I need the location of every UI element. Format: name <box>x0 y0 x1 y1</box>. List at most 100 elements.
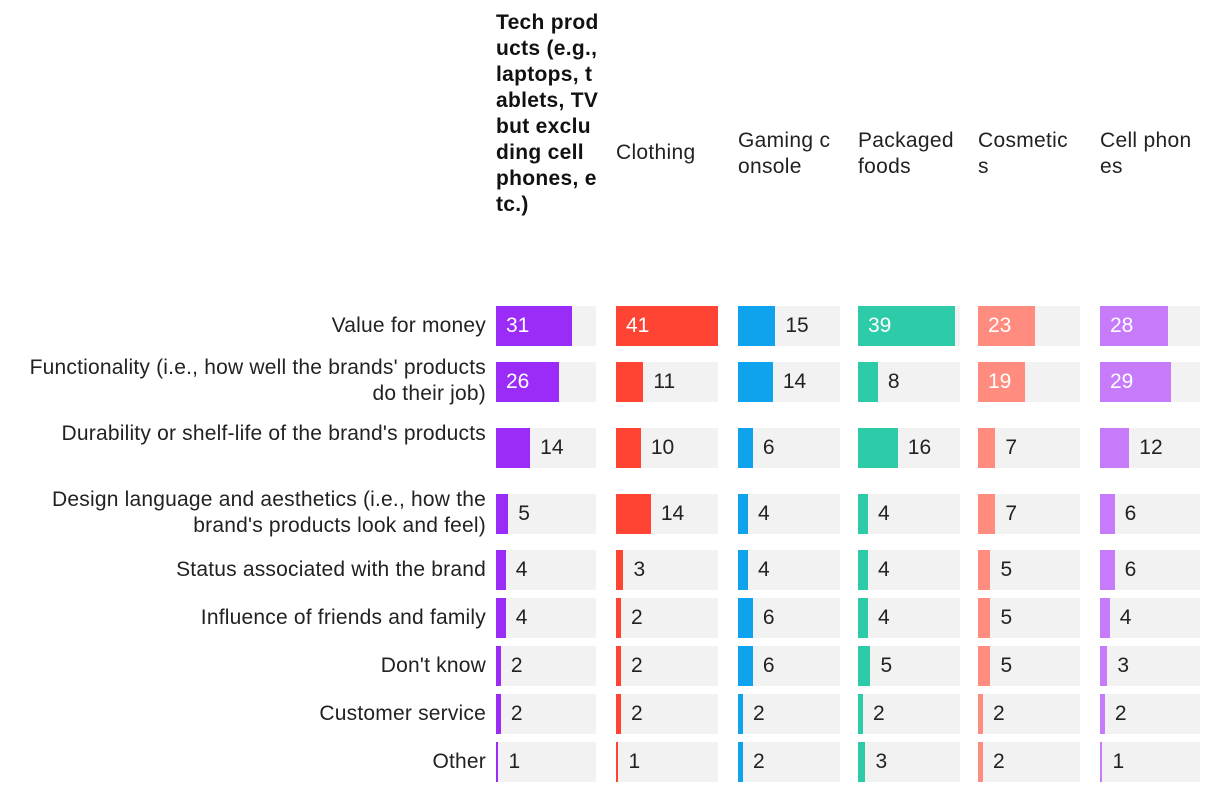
bar-track <box>858 550 960 590</box>
bar <box>496 646 501 686</box>
bar-track <box>1100 550 1200 590</box>
bar <box>858 742 866 782</box>
data-label: 15 <box>785 314 809 337</box>
bar <box>1100 550 1115 590</box>
data-label: 26 <box>506 370 530 393</box>
data-label: 2 <box>630 654 643 677</box>
data-label: 2 <box>1114 702 1127 725</box>
bar-track <box>1100 742 1200 782</box>
data-label: 6 <box>762 654 775 677</box>
bar-track <box>738 598 840 638</box>
data-label: 6 <box>762 606 775 629</box>
data-label: 14 <box>540 436 564 459</box>
bar-track <box>1100 694 1200 734</box>
bar-track <box>858 598 960 638</box>
bar <box>858 694 863 734</box>
bar <box>1100 598 1110 638</box>
bar <box>616 428 641 468</box>
data-label: 3 <box>875 750 888 773</box>
data-label: 14 <box>660 502 685 525</box>
data-label: 3 <box>633 558 646 581</box>
row-label-6: Don't know <box>380 654 486 677</box>
bar <box>496 598 506 638</box>
row-label-8: Other <box>432 750 486 773</box>
data-label: 14 <box>782 370 807 393</box>
data-label: 2 <box>630 702 643 725</box>
bar <box>1100 306 1169 346</box>
data-label: 2 <box>992 702 1005 725</box>
bar <box>1100 646 1108 686</box>
data-label: 2 <box>872 702 885 725</box>
data-label: 19 <box>988 370 1012 393</box>
bar-track <box>978 742 1080 782</box>
bar-track <box>978 694 1080 734</box>
row-label-3: Design language and aesthetics (i.e., ho… <box>52 488 486 537</box>
bar-track <box>978 550 1080 590</box>
bar-track <box>738 742 840 782</box>
bar-track <box>496 598 596 638</box>
bar <box>978 742 983 782</box>
data-label: 6 <box>762 436 775 459</box>
data-label: 6 <box>1124 558 1137 581</box>
data-label: 4 <box>515 606 528 629</box>
data-label: 4 <box>757 502 770 525</box>
bar <box>738 494 748 534</box>
row-label-1: Functionality (i.e., how well the brands… <box>29 356 486 405</box>
data-label: 31 <box>506 314 530 337</box>
bar <box>858 306 956 346</box>
bar <box>858 362 878 402</box>
bar <box>616 742 619 782</box>
column-header-1: Clothing <box>616 141 696 164</box>
bar <box>738 694 743 734</box>
bar <box>738 306 776 346</box>
bar-track <box>496 550 596 590</box>
data-label: 10 <box>650 436 675 459</box>
bar-track <box>858 694 960 734</box>
bar <box>616 550 624 590</box>
row-label-2: Durability or shelf-life of the brand's … <box>61 422 486 445</box>
data-label: 5 <box>518 502 530 525</box>
bar <box>1100 742 1103 782</box>
bar-track <box>616 694 718 734</box>
bar <box>858 646 871 686</box>
data-label: 2 <box>992 750 1005 773</box>
bar <box>858 428 898 468</box>
data-label: 2 <box>510 702 523 725</box>
bar <box>858 598 868 638</box>
data-label: 5 <box>880 654 893 677</box>
data-label: 12 <box>1139 436 1163 459</box>
data-label: 2 <box>752 702 765 725</box>
bar-track <box>496 646 596 686</box>
bar <box>738 646 753 686</box>
column-header-3: Packaged foods <box>858 129 954 178</box>
column-header-0: Tech products (e.g.,laptops, tablets, TV… <box>496 11 599 216</box>
data-label: 4 <box>515 558 528 581</box>
data-label: 1 <box>1112 750 1125 773</box>
bar-track <box>1100 494 1200 534</box>
data-label: 3 <box>1117 654 1129 677</box>
bar-track <box>738 694 840 734</box>
column-header-2: Gaming console <box>738 129 831 178</box>
bar <box>616 598 621 638</box>
bar <box>1100 694 1105 734</box>
data-label: 2 <box>752 750 765 773</box>
bar <box>978 306 1036 346</box>
bar-track <box>738 428 840 468</box>
bar <box>496 694 501 734</box>
bar-track <box>1100 598 1200 638</box>
bar <box>1100 362 1171 402</box>
data-label: 4 <box>757 558 770 581</box>
data-label: 4 <box>877 558 890 581</box>
bar <box>978 646 991 686</box>
bar-track <box>496 494 596 534</box>
bar <box>1100 494 1115 534</box>
data-label: 28 <box>1110 314 1134 337</box>
bar-track <box>978 646 1080 686</box>
bar <box>496 306 572 346</box>
bar-track <box>616 550 718 590</box>
bar <box>616 362 644 402</box>
bar <box>1100 428 1130 468</box>
bar-track <box>1100 646 1200 686</box>
bar-track <box>496 742 596 782</box>
data-label: 23 <box>988 314 1012 337</box>
